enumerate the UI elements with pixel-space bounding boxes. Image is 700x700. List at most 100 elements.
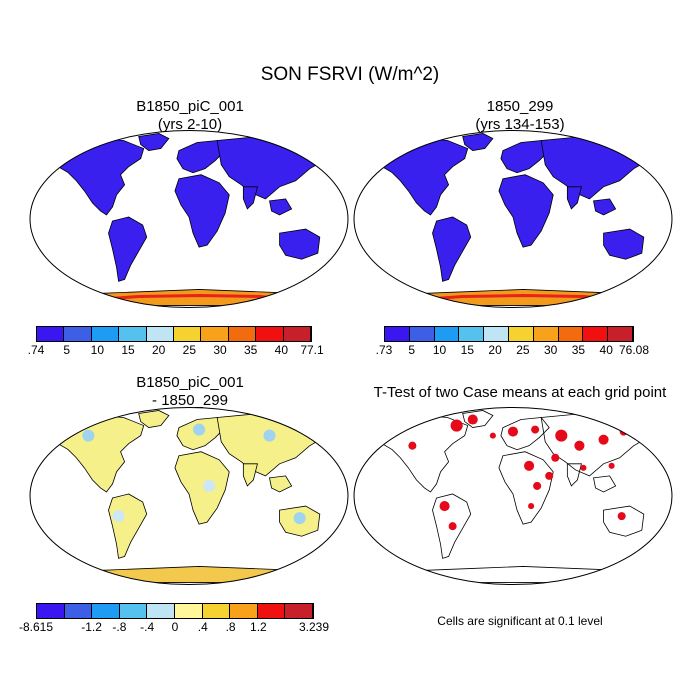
continent-south-america: [432, 493, 472, 559]
continent-greenland: [138, 133, 170, 152]
colorbar-tick-label: .4: [197, 620, 208, 634]
continent-australia: [279, 228, 321, 260]
significant-cell: [408, 441, 417, 450]
main-title: SON FSRVI (W/m^2): [260, 64, 440, 85]
significant-cell: [450, 419, 463, 432]
continent-south-america: [108, 493, 148, 559]
map-panel-1: [29, 129, 349, 309]
colorbar-tick-label: -8.615: [18, 620, 54, 634]
continent-africa: [174, 174, 230, 248]
colorbar-tick-label: 0: [171, 620, 179, 634]
colorbar-tick-label: 30: [543, 343, 558, 357]
colorbar-swatch: [533, 327, 559, 341]
colorbar-swatch: [484, 327, 509, 341]
continent-india: [242, 186, 258, 210]
continent-north-america: [373, 415, 469, 493]
continent-europe: [500, 140, 550, 174]
colorbar-strip: [36, 326, 312, 342]
colorbar-swatch: [119, 604, 148, 618]
map-frame: [29, 406, 349, 586]
continent-south-america: [108, 216, 148, 282]
panel3-title-line1: B1850_piC_001: [136, 374, 244, 391]
colorbar-tick-label: 76.08: [618, 343, 650, 357]
colorbar-swatch: [37, 604, 65, 618]
map-panel-4: [353, 406, 673, 586]
continent-australia: [603, 505, 645, 537]
panel1-title-line1: B1850_piC_001: [136, 98, 244, 115]
colorbar-swatch: [228, 327, 257, 341]
significant-cell: [574, 440, 585, 451]
colorbar-tick-label: 10: [90, 343, 105, 357]
colorbar-swatch: [174, 327, 202, 341]
panel4-title: T-Test of two Case means at each grid po…: [350, 384, 690, 402]
colorbar-tick-label: .8: [225, 620, 236, 634]
colorbar-swatch: [508, 327, 534, 341]
diff-patch: [203, 479, 216, 492]
significant-cell: [524, 460, 535, 471]
colorbar-tick-label: 40: [599, 343, 613, 357]
colorbar-swatch: [64, 327, 92, 341]
colorbar-tick-label: 20: [151, 343, 166, 357]
colorbar-tick-label: 3.239: [298, 620, 330, 634]
colorbar-swatch: [119, 327, 147, 341]
colorbar-swatch: [202, 604, 231, 618]
diff-patch: [193, 423, 206, 436]
colorbar-swatch: [409, 327, 435, 341]
panel3-title: B1850_piC_001 - 1850_299: [30, 374, 350, 410]
colorbar-tick-label: -1.2: [81, 620, 102, 634]
colorbar-tick-label: .73: [375, 343, 393, 357]
continent-india: [566, 463, 582, 487]
continent-africa: [174, 451, 230, 525]
colorbar-swatch: [147, 604, 175, 618]
significant-cell: [608, 462, 615, 469]
colorbar-swatch: [283, 327, 312, 341]
diff-patch: [293, 512, 306, 525]
continent-greenland: [462, 410, 494, 429]
colorbar-swatch: [459, 327, 485, 341]
colorbar-tick-label: 35: [571, 343, 586, 357]
continent-africa: [498, 451, 554, 525]
continent-se-asia: [593, 198, 617, 216]
colorbar-swatch: [146, 327, 175, 341]
colorbar-tick-label: 20: [488, 343, 502, 357]
colorbar-tick-label: -.8: [112, 620, 127, 634]
colorbar-swatch: [230, 604, 258, 618]
colorbar-tick-label: 15: [121, 343, 135, 357]
significant-cell: [598, 434, 609, 445]
colorbar-tick-label: 1.2: [250, 620, 267, 634]
colorbar-tick-label: 25: [516, 343, 530, 357]
colorbar-swatch: [434, 327, 460, 341]
colorbar-tick-label: 40: [274, 343, 289, 357]
panel2-title-line2: (yrs 134-153): [475, 116, 565, 133]
colorbar-tick-label: 15: [460, 343, 475, 357]
colorbar-tick-label: 5: [63, 343, 70, 357]
significant-cell: [555, 429, 568, 442]
panel2-title-line1: 1850_299: [486, 98, 554, 115]
colorbar-swatch: [37, 327, 65, 341]
colorbar-strip: [384, 326, 634, 342]
colorbar-swatch: [558, 327, 584, 341]
continent-asia: [540, 413, 655, 477]
colorbar-tick-label: 30: [213, 343, 227, 357]
diff-patch: [82, 429, 95, 442]
continent-se-asia: [269, 198, 293, 216]
map-panel-2: [353, 129, 673, 309]
continent-asia: [540, 136, 655, 200]
continent-north-america: [49, 138, 145, 216]
significant-cell: [551, 453, 560, 462]
significant-cell: [617, 512, 626, 521]
continent-greenland: [462, 133, 494, 152]
colorbar-swatch: [174, 604, 203, 618]
significant-cell: [439, 501, 450, 512]
map-frame: [29, 129, 349, 309]
significant-cell: [580, 464, 587, 471]
ttest-note: Cells are significant at 0.1 level: [437, 614, 603, 628]
colorbar-swatch: [257, 604, 286, 618]
colorbar-swatch: [64, 604, 93, 618]
colorbar-swatch: [285, 604, 313, 618]
continent-greenland: [138, 410, 170, 429]
panel4-title-line1: T-Test of two Case means at each grid po…: [373, 384, 667, 401]
continent-europe: [176, 140, 226, 174]
colorbar-tick-label: 77.1: [300, 343, 324, 357]
significant-cell: [467, 414, 478, 425]
